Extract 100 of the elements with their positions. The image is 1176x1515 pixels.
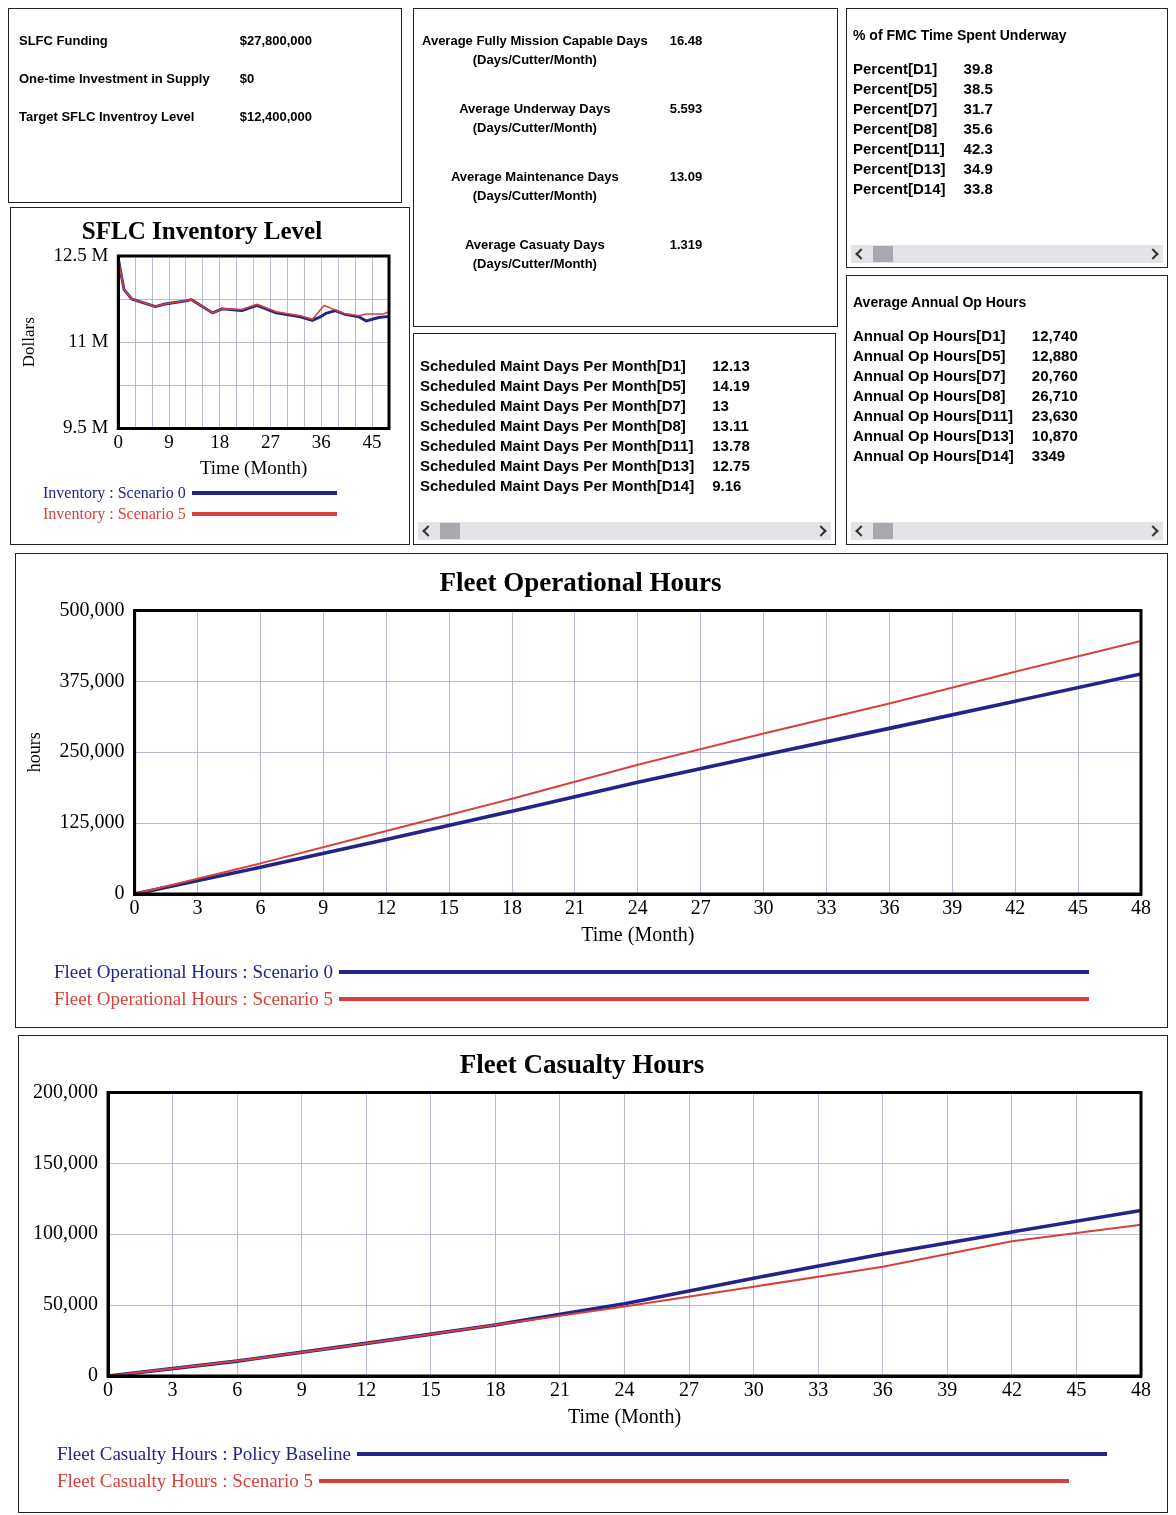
text: 1.319 [669, 237, 703, 252]
x-tick-label: 33 [816, 896, 837, 919]
text: 3349 [1031, 447, 1066, 464]
y-tick-label: 500,000 [59, 597, 125, 620]
text: Inventory : Scenario 5 [43, 504, 186, 523]
category-label: SLFC Funding [18, 32, 109, 50]
x-tick-label: 18 [485, 1378, 506, 1401]
x-tick-label: 21 [549, 1378, 570, 1401]
text: 14.19 [712, 377, 750, 394]
text: 12.75 [712, 457, 750, 474]
y-tick-label: 0 [114, 881, 125, 904]
category-label: Average Maintenance Days (Days/Cutter/Month) [449, 168, 620, 205]
text: 16.48 [669, 33, 703, 48]
x-tick-label: 21 [564, 896, 585, 919]
chart-title: Fleet Casualty Hours [459, 1049, 705, 1080]
x-tick-label: 30 [743, 1378, 764, 1401]
y-tick-label: 0 [88, 1363, 98, 1386]
category-label: Percent[D8] [853, 119, 939, 139]
x-tick-label: 48 [1131, 1378, 1151, 1401]
text: Fleet Operational Hours : Scenario 0 [54, 960, 334, 983]
category-label: Percent[D11] [853, 139, 946, 159]
x-tick-label: 42 [1005, 896, 1026, 919]
x-tick-label: 12 [356, 1378, 377, 1401]
y-tick-label: 375,000 [59, 668, 125, 691]
x-tick-label: 9 [164, 430, 174, 452]
text: 26,710 [1031, 387, 1078, 404]
x-axis-title: Time (Month) [581, 923, 695, 947]
y-tick-label: 12.5 M [53, 243, 109, 265]
text: $12,400,000 [239, 109, 312, 124]
category-label: Annual Op Hours[D8] [853, 386, 1007, 406]
x-tick-label: 36 [879, 896, 900, 919]
x-tick-label: 45 [362, 430, 382, 452]
x-tick-label: 27 [261, 430, 281, 452]
category-label: Scheduled Maint Days Per Month[D13] [420, 456, 696, 476]
x-tick-label: 45 [1068, 896, 1089, 919]
y-axis-title: hours [23, 732, 44, 773]
category-label: Scheduled Maint Days Per Month[D7] [420, 396, 687, 416]
x-tick-label: 33 [808, 1378, 829, 1401]
x-tick-label: 39 [937, 1378, 958, 1401]
x-tick-label: 24 [627, 896, 648, 919]
category-label: Average Underway Days (Days/Cutter/Month) [458, 100, 612, 137]
category-label: Annual Op Hours[D11] [853, 406, 1014, 426]
text: $0 [239, 71, 255, 86]
x-tick-label: 9 [318, 896, 329, 919]
x-tick-label: 18 [502, 896, 522, 919]
category-label: Percent[D7] [853, 99, 939, 119]
category-label: One-time Investment in Supply [18, 70, 211, 88]
category-label: Percent[D5] [853, 79, 939, 99]
category-label: Average Fully Mission Capable Days (Days/Cutter/Month) [421, 32, 649, 69]
text: 34.9 [963, 160, 993, 177]
x-tick-label: 36 [872, 1378, 893, 1401]
text: 12.13 [712, 357, 750, 374]
text: 13 [712, 397, 729, 414]
category-label: Average Casuaty Days (Days/Cutter/Month) [463, 236, 606, 273]
y-tick-label: 125,000 [59, 810, 125, 833]
y-tick-label: 9.5 M [62, 416, 109, 438]
text: 39.8 [963, 60, 993, 77]
text: 12,740 [1031, 327, 1078, 344]
category-label: Percent[D13] [853, 159, 947, 179]
text: 13.11 [712, 417, 749, 434]
text: 31.7 [963, 100, 993, 117]
category-label: Percent[D1] [853, 59, 939, 79]
text: 12,880 [1031, 347, 1078, 364]
chart-title: SFLC Inventory Level [81, 217, 323, 245]
y-axis-title: Dollars [18, 317, 38, 368]
x-tick-label: 0 [129, 896, 140, 919]
text: 33.8 [963, 180, 993, 197]
text: $27,800,000 [239, 33, 312, 48]
x-tick-label: 9 [296, 1378, 307, 1401]
x-axis-title: Time (Month) [199, 456, 308, 479]
x-tick-label: 6 [255, 896, 266, 919]
x-tick-label: 27 [690, 896, 711, 919]
text: 5.593 [669, 101, 703, 116]
y-tick-label: 100,000 [33, 1221, 98, 1244]
text: Fleet Casualty Hours : Scenario 5 [57, 1469, 313, 1492]
x-tick-label: 12 [376, 896, 397, 919]
x-tick-label: 42 [1001, 1378, 1022, 1401]
category-label: Scheduled Maint Days Per Month[D14] [420, 476, 696, 496]
x-tick-label: 36 [311, 430, 331, 452]
text: 35.6 [963, 120, 993, 137]
text: Fleet Operational Hours : Scenario 5 [54, 987, 334, 1010]
text: Fleet Casualty Hours : Policy Baseline [57, 1442, 351, 1465]
text: 13.78 [712, 437, 750, 454]
y-tick-label: 200,000 [33, 1079, 98, 1102]
y-tick-label: 150,000 [33, 1150, 98, 1173]
text: Average Annual Op Hours [853, 294, 1028, 310]
x-tick-label: 45 [1066, 1378, 1087, 1401]
chart-title: Fleet Operational Hours [439, 567, 722, 598]
x-tick-label: 18 [210, 430, 230, 452]
x-tick-label: 3 [167, 1378, 178, 1401]
category-label: Scheduled Maint Days Per Month[D5] [420, 376, 687, 396]
x-tick-label: 15 [420, 1378, 441, 1401]
x-tick-label: 6 [232, 1378, 243, 1401]
category-label: Target SFLC Inventroy Level [18, 108, 196, 126]
category-label: Annual Op Hours[D5] [853, 346, 1007, 366]
text: 13.09 [669, 169, 703, 184]
text: 23,630 [1031, 407, 1078, 424]
text: % of FMC Time Spent Underway [853, 27, 1068, 43]
text: Inventory : Scenario 0 [43, 483, 186, 502]
text: 42.3 [963, 140, 993, 157]
